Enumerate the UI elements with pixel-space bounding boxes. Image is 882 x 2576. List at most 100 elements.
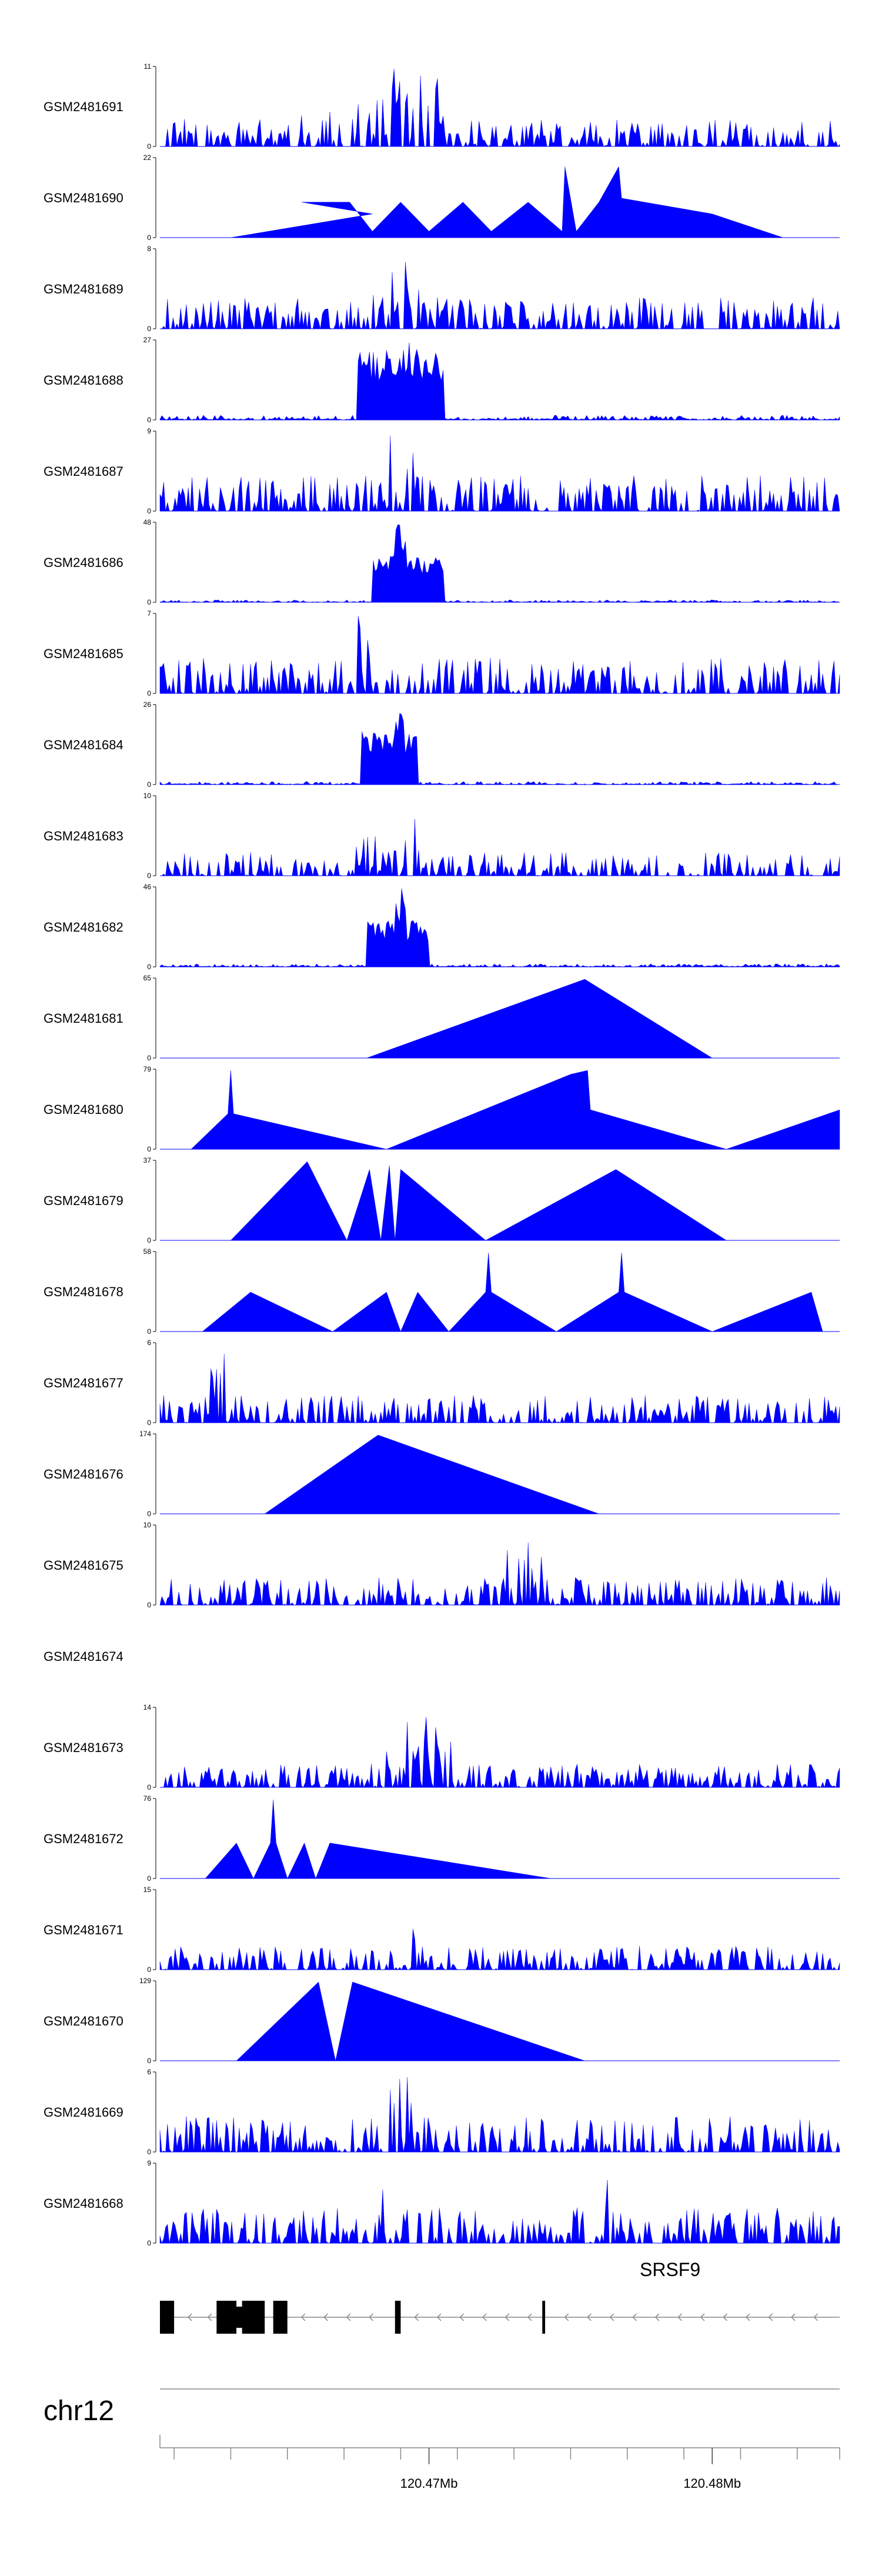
y-axis-max-label: 27 (143, 336, 152, 344)
track-GSM2481682: GSM2481682 46 0 (44, 883, 840, 971)
track-label: GSM2481681 (44, 1011, 123, 1026)
y-axis-max-label: 6 (147, 2068, 151, 2076)
strand-arrow-icon (564, 2313, 569, 2321)
strand-arrow-icon (791, 2313, 796, 2321)
chromosome-label: chr12 (44, 2395, 114, 2427)
y-axis-min-label: 0 (147, 1327, 151, 1336)
track-label: GSM2481673 (44, 1740, 123, 1755)
y-axis-max-label: 174 (139, 1430, 151, 1438)
strand-arrow-icon (414, 2313, 419, 2321)
y-axis-max-label: 48 (143, 518, 152, 526)
signal-area (230, 1161, 727, 1241)
track-label: GSM2481688 (44, 373, 123, 388)
strand-arrow-icon (768, 2313, 773, 2321)
strand-arrow-icon (300, 2313, 306, 2321)
y-axis-min-label: 0 (147, 689, 151, 698)
strand-arrow-icon (505, 2313, 510, 2321)
y-axis-max-label: 9 (147, 427, 151, 435)
track-label: GSM2481690 (44, 191, 123, 205)
signal-area (191, 1070, 840, 1150)
track-label: GSM2481682 (44, 920, 123, 935)
strand-arrow-icon (609, 2313, 614, 2321)
signal-area (159, 436, 840, 512)
strand-arrow-icon (813, 2313, 818, 2321)
signal-area (264, 1434, 599, 1514)
track-label: GSM2481680 (44, 1102, 123, 1117)
y-axis-max-label: 76 (143, 1794, 152, 1803)
y-axis-min-label: 0 (147, 1145, 151, 1153)
track-label: GSM2481685 (44, 646, 123, 661)
y-axis-max-label: 22 (143, 154, 152, 162)
track-GSM2481687: GSM2481687 9 0 (44, 427, 840, 515)
track-label: GSM2481676 (44, 1467, 123, 1481)
track-label: GSM2481670 (44, 2014, 123, 2028)
y-axis-min-label: 0 (147, 963, 151, 971)
strand-arrow-icon (188, 2313, 192, 2321)
signal-area (202, 1252, 823, 1332)
track-label: GSM2481678 (44, 1284, 123, 1299)
y-axis-min-label: 0 (147, 416, 151, 424)
track-label: GSM2481687 (44, 464, 123, 479)
y-axis-min-label: 0 (147, 1601, 151, 1609)
y-axis-max-label: 8 (147, 245, 151, 253)
strand-arrow-icon (323, 2313, 328, 2321)
y-axis-min-label: 0 (147, 1510, 151, 1518)
track-GSM2481673: GSM2481673 14 0 (44, 1703, 840, 1791)
track-GSM2481672: GSM2481672 76 0 (44, 1794, 840, 1883)
y-axis-min-label: 0 (147, 1054, 151, 1062)
y-axis-max-label: 10 (143, 792, 152, 800)
track-GSM2481681: GSM2481681 65 0 (44, 974, 840, 1062)
track-GSM2481688: GSM2481688 27 0 (44, 336, 840, 424)
y-axis-max-label: 129 (139, 1977, 151, 1985)
track-GSM2481685: GSM2481685 7 0 (44, 609, 840, 698)
y-axis-max-label: 58 (143, 1247, 152, 1256)
strand-arrow-icon (587, 2313, 592, 2321)
gene-name-label: SRSF9 (640, 2259, 700, 2280)
signal-tracks: GSM2481691110GSM2481690220GSM248168980GS… (44, 62, 840, 2247)
signal-area (159, 2180, 840, 2244)
track-label: GSM2481686 (44, 555, 123, 570)
track-label: GSM2481684 (44, 738, 123, 752)
strand-arrow-icon (482, 2313, 487, 2321)
y-axis-min-label: 0 (147, 233, 151, 242)
signal-area (230, 166, 783, 238)
genome-axis-track: chr12 120.47Mb 120.48Mb (44, 2388, 840, 2491)
track-GSM2481691: GSM2481691 11 0 (44, 62, 840, 151)
track-label: GSM2481671 (44, 1923, 123, 1937)
track-label: GSM2481683 (44, 829, 123, 843)
track-GSM2481680: GSM2481680 79 0 (44, 1065, 840, 1153)
track-GSM2481684: GSM2481684 26 0 (44, 700, 840, 789)
y-axis-min-label: 0 (147, 1874, 151, 1883)
y-axis-min-label: 0 (147, 142, 151, 151)
y-axis-min-label: 0 (147, 507, 151, 515)
y-axis-min-label: 0 (147, 598, 151, 606)
signal-area (160, 69, 840, 147)
strand-arrow-icon (745, 2313, 750, 2321)
strand-arrow-icon (527, 2313, 532, 2321)
signal-area (159, 1353, 840, 1423)
signal-area (160, 1717, 840, 1788)
signal-area (159, 616, 840, 694)
y-axis-max-label: 46 (143, 883, 152, 891)
track-GSM2481689: GSM2481689 8 0 (44, 245, 840, 333)
strand-arrow-icon (654, 2313, 660, 2321)
strand-arrow-icon (632, 2313, 637, 2321)
y-axis-max-label: 79 (143, 1065, 152, 1073)
signal-area (159, 1928, 840, 1970)
strand-arrow-icon (207, 2313, 212, 2321)
y-axis-min-label: 0 (147, 1966, 151, 1974)
gene-exon (395, 2301, 401, 2334)
track-label: GSM2481677 (44, 1376, 123, 1390)
strand-arrow-icon (436, 2313, 442, 2321)
track-label: GSM2481674 (44, 1649, 123, 1664)
strand-arrow-icon (459, 2313, 465, 2321)
y-axis-min-label: 0 (147, 2057, 151, 2065)
track-GSM2481669: GSM2481669 6 0 (44, 2068, 840, 2156)
signal-area (159, 342, 840, 421)
y-axis-min-label: 0 (147, 325, 151, 333)
signal-area (159, 888, 840, 967)
axis-tick-label: 120.48Mb (683, 2476, 741, 2491)
strand-arrow-icon (723, 2313, 728, 2321)
track-GSM2481675: GSM2481675 10 0 (44, 1521, 840, 1609)
signal-area (160, 819, 840, 876)
